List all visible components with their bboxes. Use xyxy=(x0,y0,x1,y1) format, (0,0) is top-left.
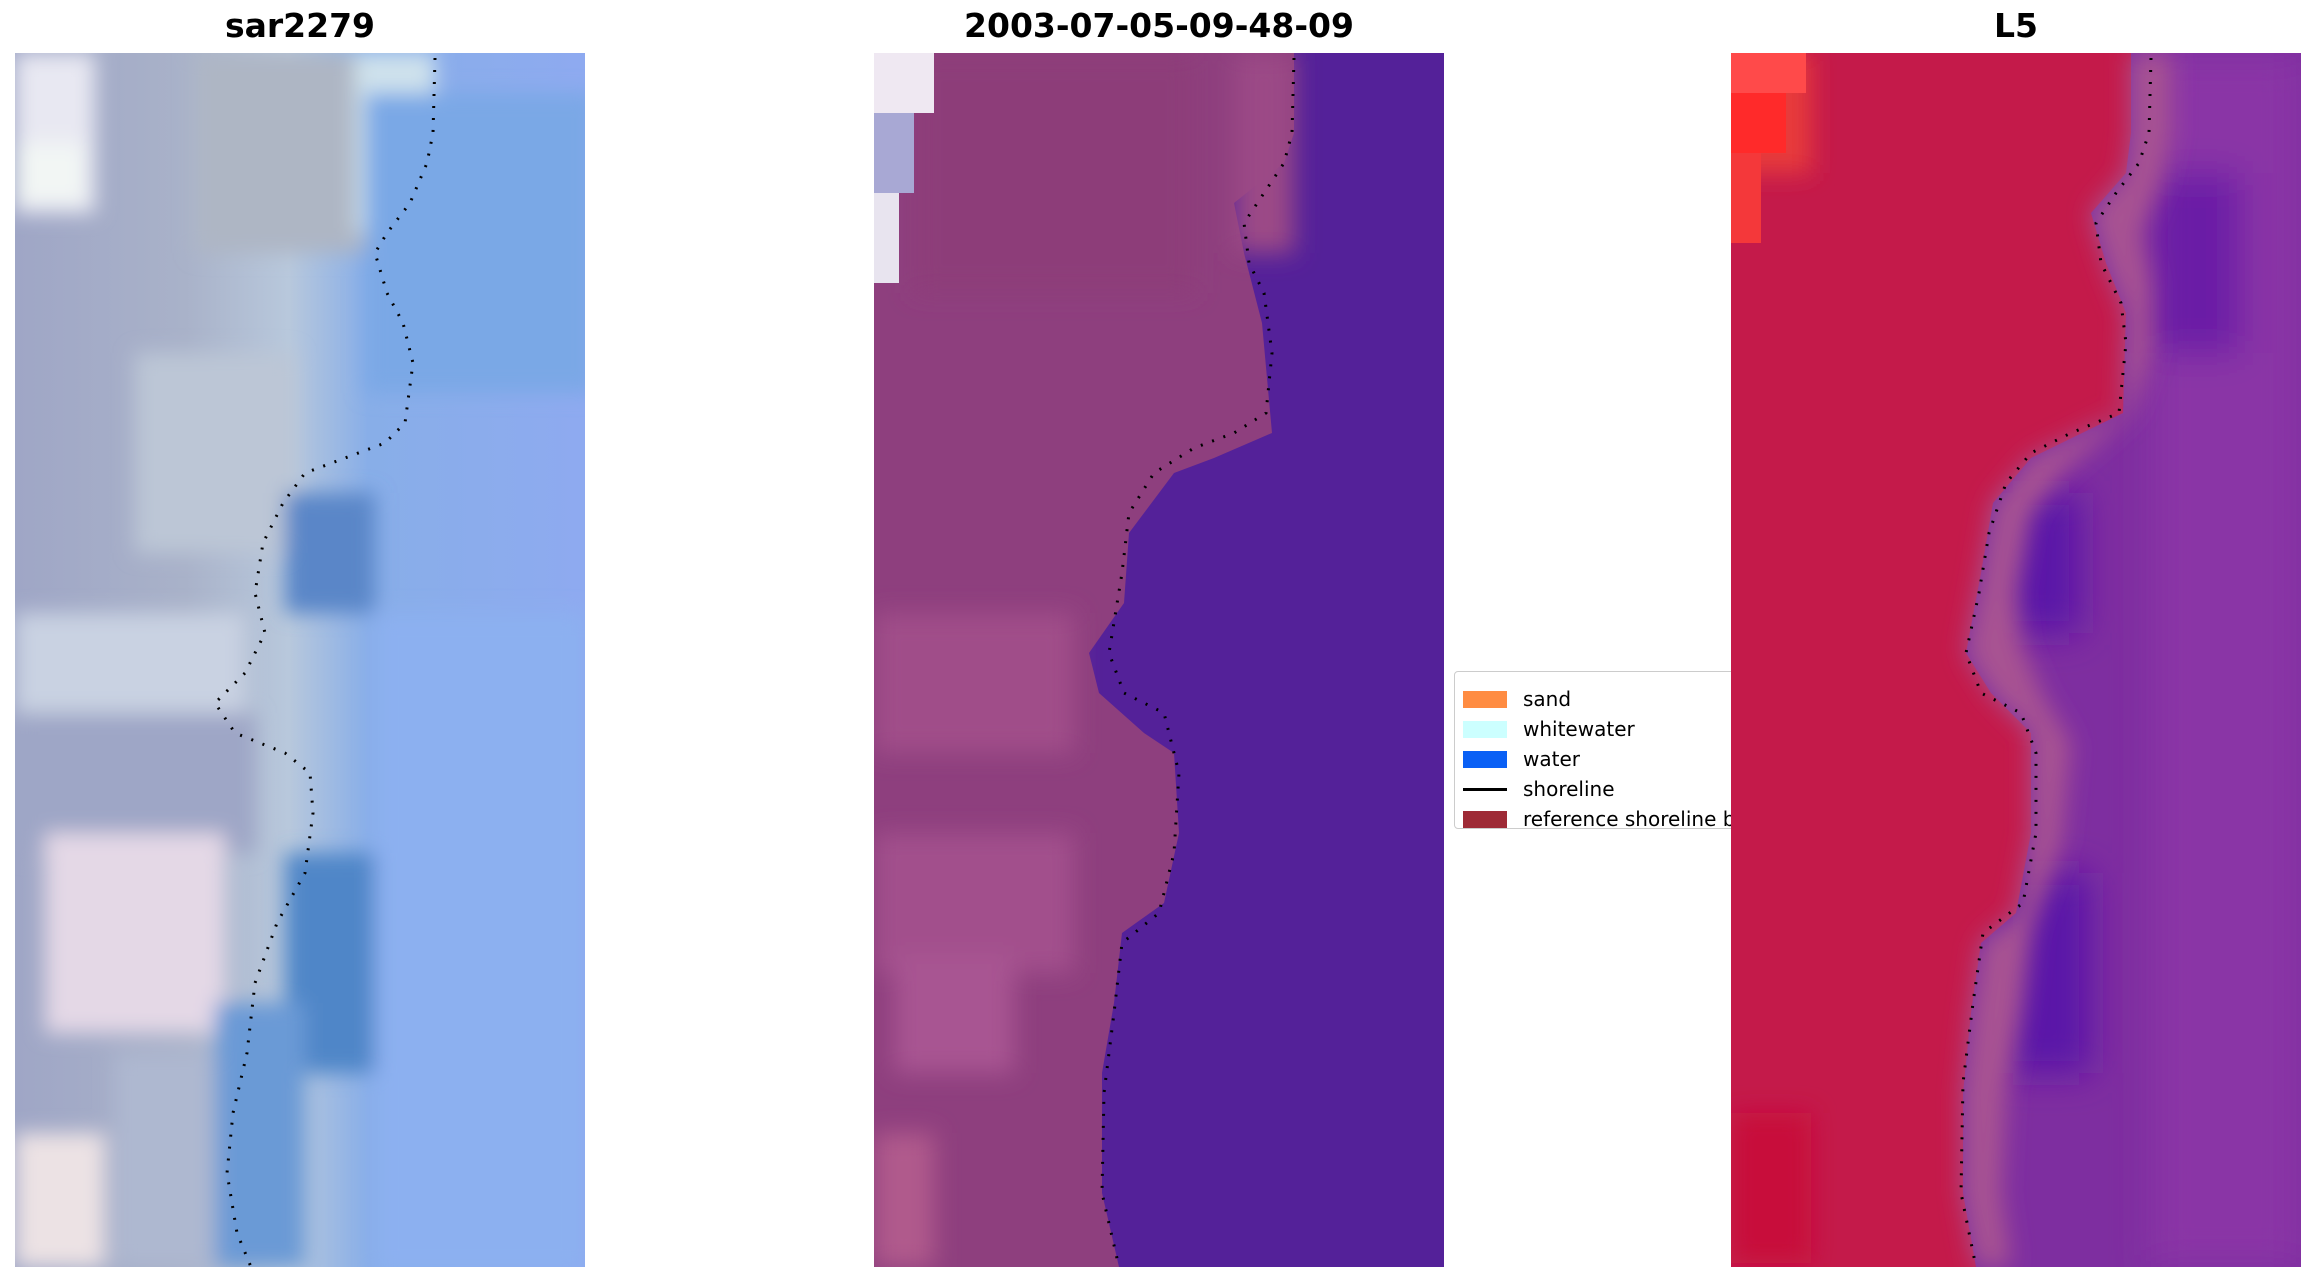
rgb-image-panel xyxy=(15,53,585,1267)
legend-item-water: water xyxy=(1463,747,1580,771)
water-swatch xyxy=(1463,750,1507,768)
panel-title-satellite: L5 xyxy=(1994,6,2038,45)
legend-item-shoreline: shoreline xyxy=(1463,777,1615,801)
sand-swatch xyxy=(1463,690,1507,708)
rgb-texture xyxy=(15,53,585,1267)
legend-item-sand: sand xyxy=(1463,687,1571,711)
classified-image-panel xyxy=(874,53,1444,1267)
shoreline-dots-index xyxy=(1959,57,2153,1267)
index-image-panel xyxy=(1731,53,2301,1267)
classified-texture xyxy=(874,53,1294,1267)
whitewater-swatch xyxy=(1463,720,1507,738)
legend-item-whitewater: whitewater xyxy=(1463,717,1635,741)
shoreline-line-swatch xyxy=(1463,787,1507,791)
reference-shoreline-swatch xyxy=(1463,810,1507,828)
panel-title-date: 2003-07-05-09-48-09 xyxy=(964,6,1354,45)
panel-title-rgb: sar2279 xyxy=(224,6,376,45)
